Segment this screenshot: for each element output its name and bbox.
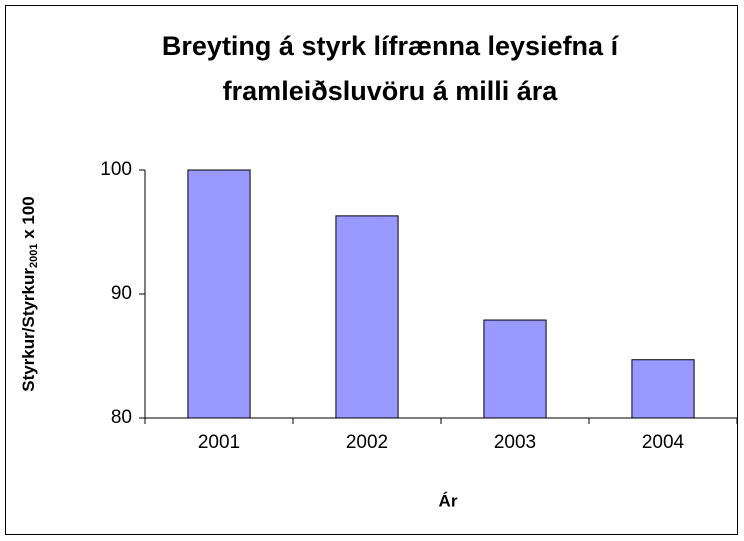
x-tick-label: 2004 xyxy=(642,432,685,453)
bar xyxy=(483,319,547,419)
chart-title: Breyting á styrk lífrænna leysiefna í xyxy=(162,31,620,61)
bar xyxy=(335,215,399,419)
x-tick-label: 2003 xyxy=(494,432,536,453)
x-tick-label: 2002 xyxy=(346,432,388,453)
y-axis-title-part: Styrkur/Styrkur xyxy=(19,268,38,392)
chart-title: framleiðsluvöru á milli ára xyxy=(223,76,559,106)
y-axis-title: Styrkur/Styrkur2001 x 100 xyxy=(19,196,39,392)
x-tick-label: 2001 xyxy=(198,432,240,453)
y-axis-title-part: x 100 xyxy=(19,196,38,243)
x-axis-title: Ár xyxy=(439,491,458,510)
y-tick-label: 90 xyxy=(111,283,132,304)
y-axis-title-sub: 2001 xyxy=(28,244,40,268)
bar xyxy=(631,359,695,419)
y-tick-label: 100 xyxy=(100,159,132,180)
bar xyxy=(187,169,251,419)
y-tick-label: 80 xyxy=(111,407,132,428)
